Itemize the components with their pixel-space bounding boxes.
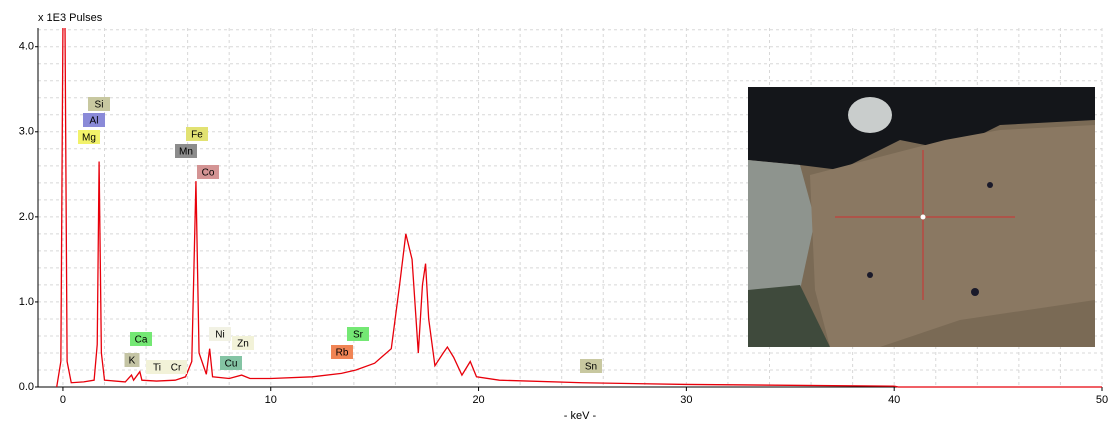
element-label-box xyxy=(232,336,254,350)
x-tick-label: 10 xyxy=(265,394,277,406)
element-label: Mn xyxy=(179,147,193,158)
y-tick-label: 2.0 xyxy=(19,211,34,223)
element-label: K xyxy=(129,356,136,367)
element-label: Ti xyxy=(153,363,161,374)
x-tick-label: 50 xyxy=(1096,394,1108,406)
element-label-box xyxy=(347,327,369,341)
element-label: Ca xyxy=(135,335,148,346)
element-label: Ni xyxy=(215,330,224,341)
sample-photo xyxy=(748,87,1095,347)
element-label: Al xyxy=(90,116,99,127)
element-label-box xyxy=(175,144,197,158)
element-label-box xyxy=(78,130,100,144)
element-label: Co xyxy=(202,168,215,179)
y-tick-label: 1.0 xyxy=(19,296,34,308)
y-tick-label: 3.0 xyxy=(19,126,34,138)
element-label-box xyxy=(146,360,168,374)
element-label: Zn xyxy=(237,339,249,350)
element-label: Si xyxy=(95,100,104,111)
element-label: Fe xyxy=(191,130,203,141)
plot-area xyxy=(56,28,1102,388)
x-tick-label: 20 xyxy=(472,394,484,406)
y-tick-label: 4.0 xyxy=(19,41,34,53)
element-label: Cu xyxy=(225,359,238,370)
x-tick-label: 30 xyxy=(680,394,692,406)
element-label: Sr xyxy=(353,330,364,341)
x-axis-label: - keV - xyxy=(564,410,597,422)
element-label-box xyxy=(88,97,110,111)
element-label: Cr xyxy=(171,363,182,374)
element-label: Sn xyxy=(585,362,597,373)
element-label-box xyxy=(331,345,353,359)
element-label-box xyxy=(197,165,219,179)
element-label-box xyxy=(165,360,187,374)
chart-title: x 1E3 Pulses xyxy=(38,12,103,24)
x-tick-label: 40 xyxy=(888,394,900,406)
element-label-box xyxy=(83,113,105,127)
element-label-box xyxy=(220,356,242,370)
element-label: Mg xyxy=(82,133,96,144)
element-label-box xyxy=(124,353,140,367)
element-label-box xyxy=(186,127,208,141)
y-tick-label: 0.0 xyxy=(19,381,34,393)
spectrum-line xyxy=(56,28,1102,388)
element-label-box xyxy=(580,359,602,373)
element-labels: Si Al Mg Fe Mn Co Ca K Ti Cr Ni Zn Cu Sr Rb Sn xyxy=(78,97,602,374)
element-label: Rb xyxy=(336,348,349,359)
x-tick-label: 0 xyxy=(60,394,66,406)
element-label-box xyxy=(209,327,231,341)
element-label-box xyxy=(130,332,152,346)
